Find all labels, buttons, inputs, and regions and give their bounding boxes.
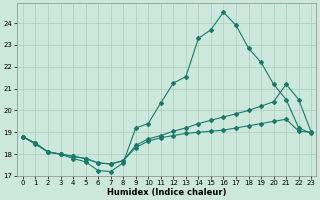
X-axis label: Humidex (Indice chaleur): Humidex (Indice chaleur)	[107, 188, 226, 197]
